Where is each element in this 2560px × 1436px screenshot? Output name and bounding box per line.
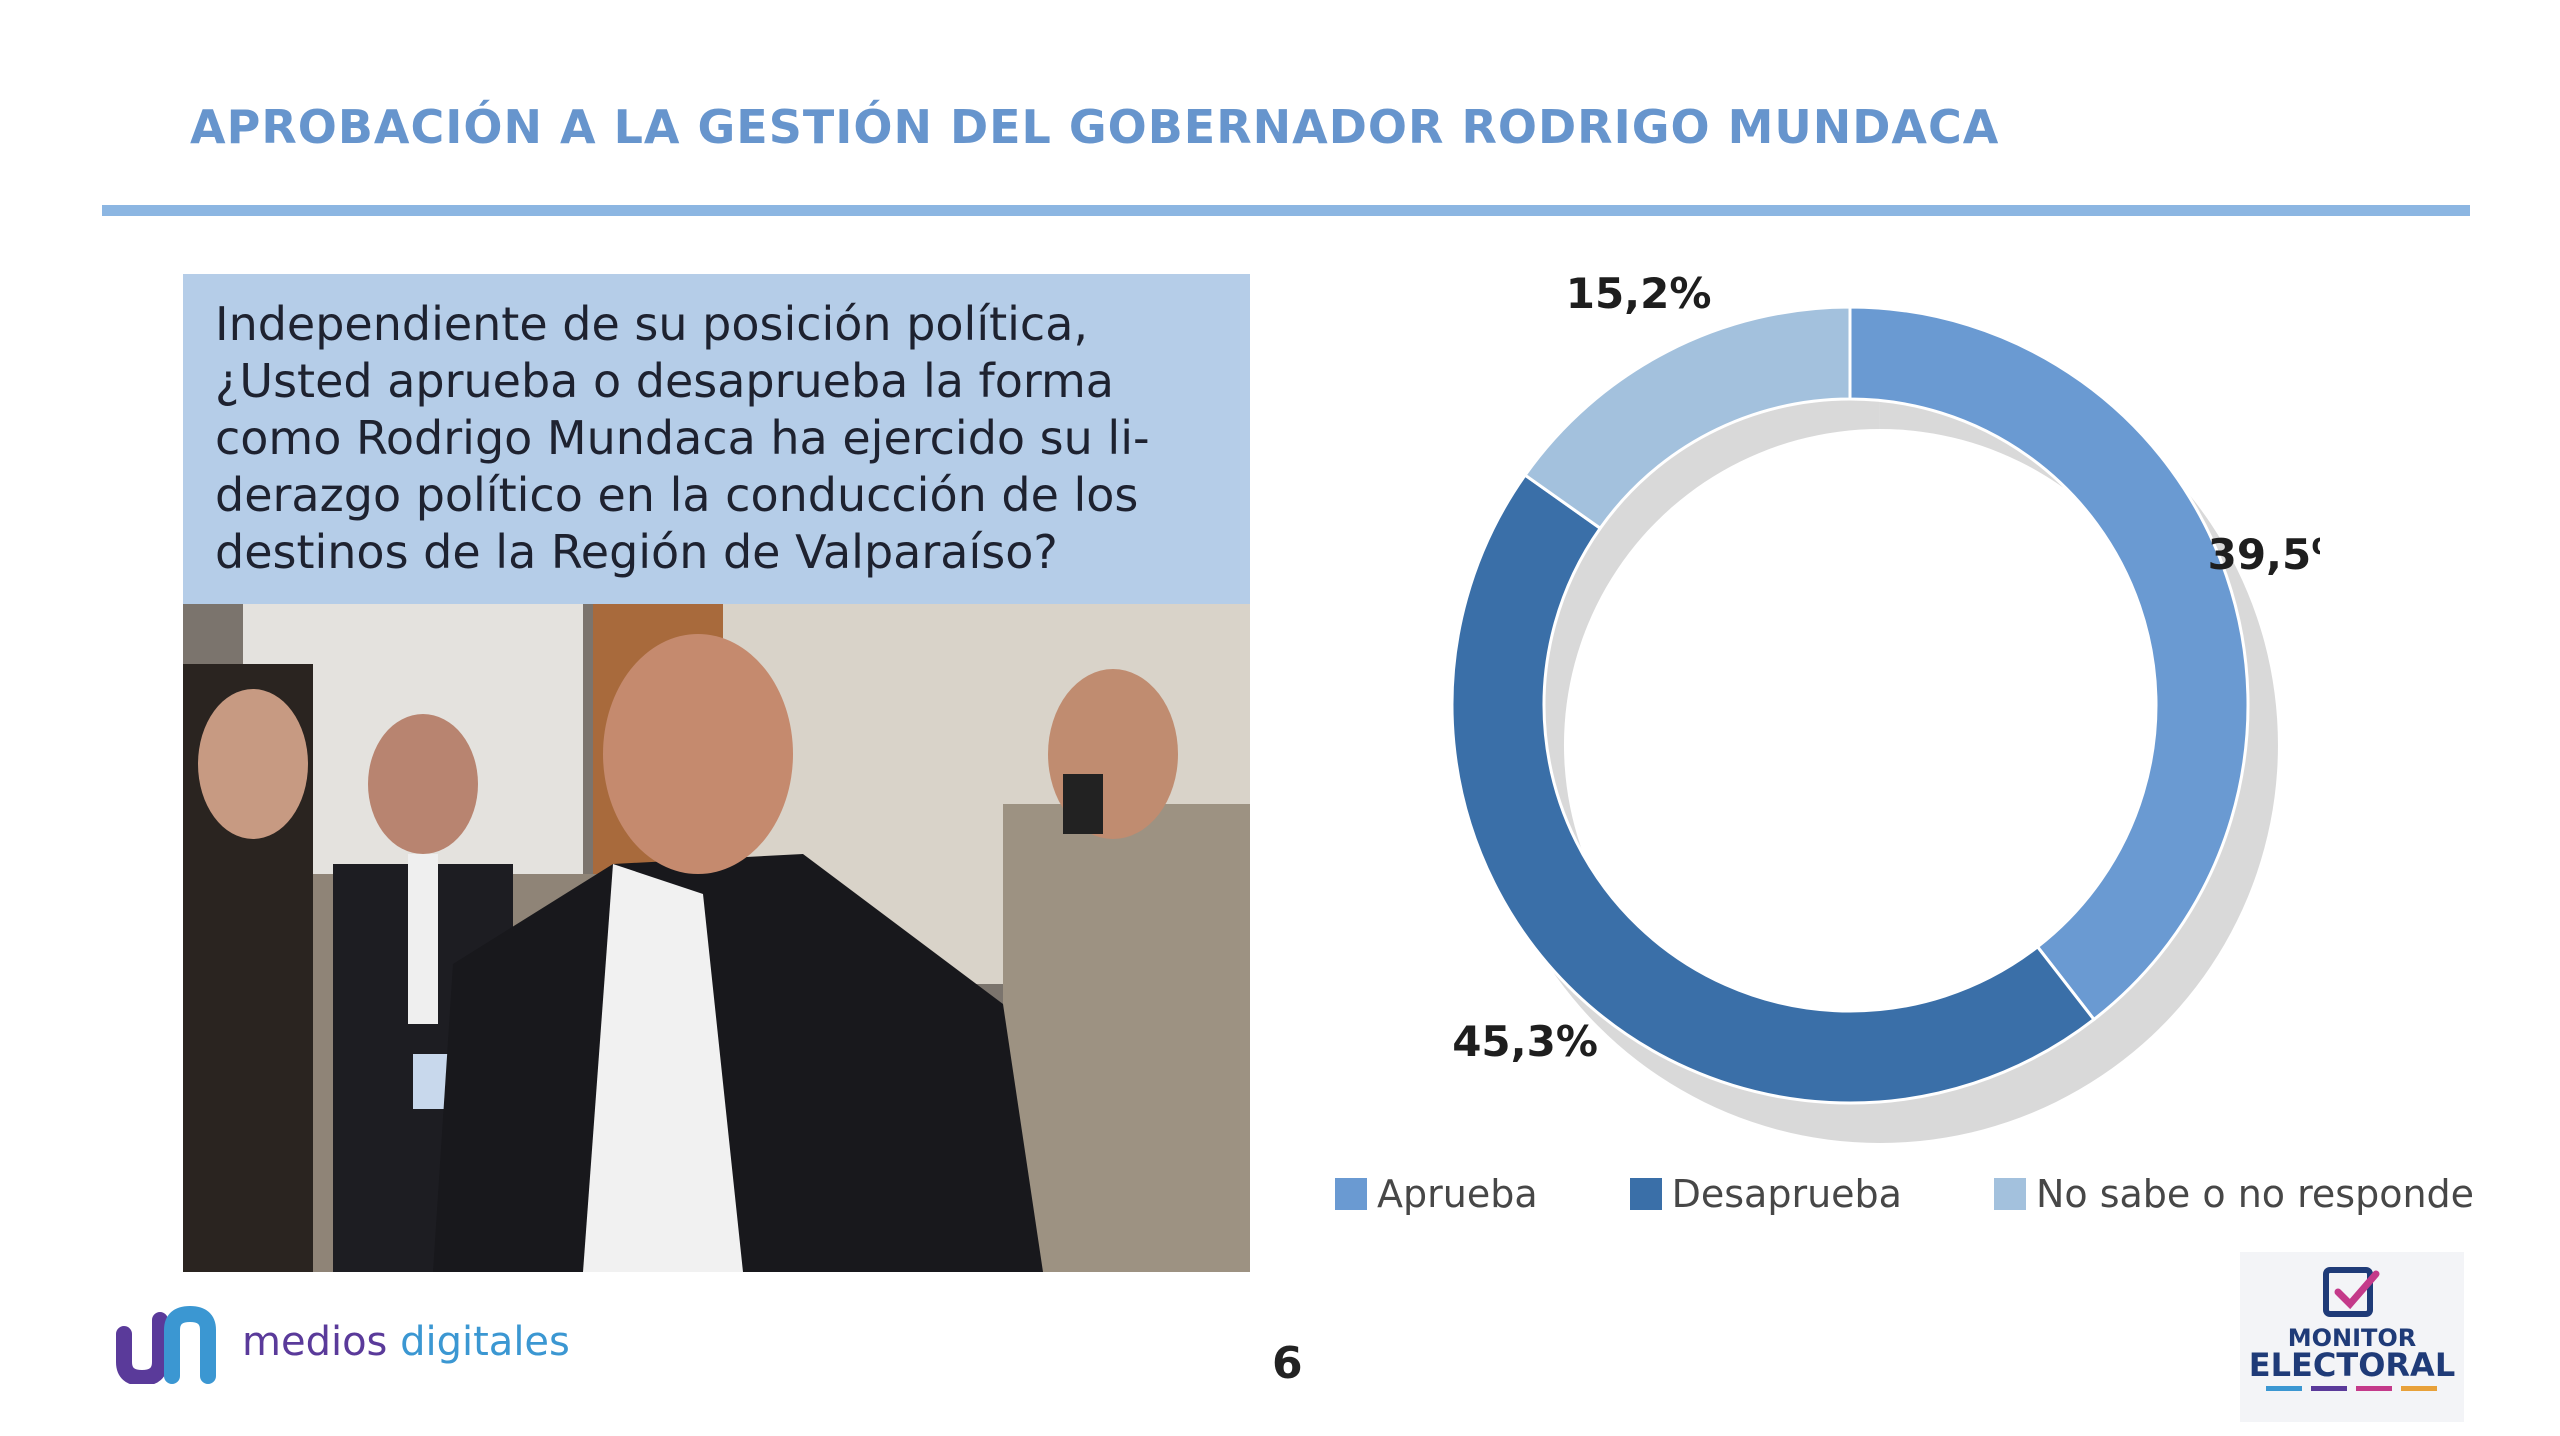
question-line: destinos de la Región de Valparaíso?	[215, 525, 1058, 579]
page-title: APROBACIÓN A LA GESTIÓN DEL GOBERNADOR R…	[190, 100, 2000, 154]
governor-photo	[183, 604, 1250, 1272]
legend-swatch-aprueba	[1335, 1178, 1367, 1210]
donut-slice-desaprueba	[1450, 473, 2097, 1105]
legend-item-desaprueba: Desaprueba	[1629, 1172, 1902, 1216]
question-line: Independiente de su posición política,	[215, 297, 1089, 351]
monitor-electoral-logo: MONITOR ELECTORAL	[2240, 1252, 2464, 1422]
legend-label-desaprueba: Desaprueba	[1671, 1172, 1902, 1216]
page-number: 6	[1272, 1338, 1303, 1389]
legend-item-no-sabe: No sabe o no responde	[1993, 1172, 2475, 1216]
data-label-aprueba: 39,5%	[2208, 530, 2320, 579]
title-divider	[102, 205, 2470, 216]
electoral-word: ELECTORAL	[2248, 1346, 2456, 1384]
legend-swatch-no-sabe	[1993, 1178, 2026, 1210]
logo-word-digitales: digitales	[400, 1319, 570, 1365]
question-box: Independiente de su posición política, ¿…	[183, 274, 1250, 604]
donut-slice-aprueba	[1848, 305, 2250, 1022]
legend-label-no-sabe: No sabe o no responde	[2035, 1172, 2475, 1216]
color-dashes	[2266, 1386, 2437, 1391]
legend-item-aprueba: Aprueba	[1335, 1172, 1538, 1216]
data-label-desaprueba: 45,3%	[1452, 1017, 1598, 1066]
ballot-check-icon	[2323, 1267, 2380, 1317]
logo-word-medios: medios	[242, 1319, 388, 1365]
legend-swatch-desaprueba	[1629, 1178, 1662, 1210]
donut-slice-no	[1523, 305, 1852, 531]
donut-chart: 39,5% 45,3% 15,2%	[1450, 270, 2320, 1143]
medios-digitales-icon	[116, 1305, 216, 1384]
question-line: como Rodrigo Mundaca ha ejercido su li-	[215, 411, 1150, 465]
monitor-word: MONITOR	[2287, 1324, 2417, 1352]
question-line: derazgo político en la conducción de los	[215, 468, 1139, 522]
logo-wordmark: medios digitales	[242, 1319, 570, 1365]
data-label-no: 15,2%	[1566, 270, 1712, 318]
chart-legend: Aprueba Desaprueba No sabe o no responde	[1335, 1172, 2474, 1216]
medios-digitales-logo: medios digitales	[112, 1300, 570, 1384]
legend-label-aprueba: Aprueba	[1377, 1172, 1538, 1216]
question-line: ¿Usted aprueba o desaprueba la forma	[215, 354, 1114, 408]
